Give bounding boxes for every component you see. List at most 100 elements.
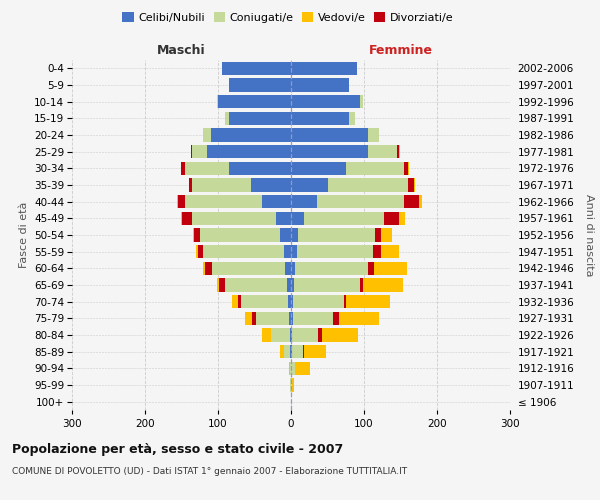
Text: Popolazione per età, sesso e stato civile - 2007: Popolazione per età, sesso e stato civil… xyxy=(12,442,343,456)
Bar xyxy=(368,145,397,158)
Bar xyxy=(399,212,405,225)
Bar xyxy=(205,262,212,275)
Bar xyxy=(291,162,346,175)
Bar xyxy=(291,312,293,325)
Bar xyxy=(177,195,178,208)
Bar xyxy=(368,262,374,275)
Bar xyxy=(322,328,358,342)
Text: COMUNE DI POVOLETTO (UD) - Dati ISTAT 1° gennaio 2007 - Elaborazione TUTTITALIA.: COMUNE DI POVOLETTO (UD) - Dati ISTAT 1°… xyxy=(12,468,407,476)
Bar xyxy=(285,262,291,275)
Bar xyxy=(181,212,182,225)
Bar xyxy=(212,262,285,275)
Bar xyxy=(381,228,392,241)
Bar xyxy=(373,245,381,258)
Bar xyxy=(291,178,328,192)
Bar xyxy=(217,278,220,291)
Bar xyxy=(291,362,295,375)
Bar xyxy=(193,212,277,225)
Bar xyxy=(182,212,193,225)
Bar xyxy=(226,278,287,291)
Bar xyxy=(280,228,291,241)
Bar xyxy=(291,345,292,358)
Bar xyxy=(226,112,229,125)
Bar xyxy=(344,295,346,308)
Bar xyxy=(404,195,419,208)
Bar xyxy=(262,328,271,342)
Bar xyxy=(346,295,390,308)
Bar xyxy=(238,295,241,308)
Bar xyxy=(291,78,349,92)
Y-axis label: Anni di nascita: Anni di nascita xyxy=(584,194,594,276)
Bar xyxy=(292,328,318,342)
Bar xyxy=(399,145,400,158)
Bar xyxy=(284,345,290,358)
Bar xyxy=(349,112,355,125)
Bar xyxy=(385,212,399,225)
Bar xyxy=(291,378,292,392)
Bar xyxy=(346,162,404,175)
Bar xyxy=(291,145,368,158)
Bar xyxy=(207,145,291,158)
Bar xyxy=(291,245,297,258)
Bar xyxy=(374,262,407,275)
Bar xyxy=(196,245,197,258)
Bar xyxy=(302,345,304,358)
Bar xyxy=(211,128,291,141)
Bar xyxy=(191,145,193,158)
Bar xyxy=(251,178,291,192)
Bar xyxy=(290,345,291,358)
Bar xyxy=(193,178,251,192)
Bar xyxy=(381,245,399,258)
Bar xyxy=(291,295,293,308)
Bar xyxy=(185,195,262,208)
Bar xyxy=(185,162,229,175)
Bar xyxy=(291,128,368,141)
Bar xyxy=(200,228,280,241)
Bar xyxy=(291,212,304,225)
Bar xyxy=(194,228,200,241)
Bar xyxy=(291,195,317,208)
Bar xyxy=(218,95,291,108)
Bar xyxy=(291,328,292,342)
Bar xyxy=(317,195,404,208)
Bar xyxy=(197,245,203,258)
Text: Maschi: Maschi xyxy=(157,44,206,57)
Bar xyxy=(419,195,422,208)
Bar xyxy=(271,328,290,342)
Bar xyxy=(289,312,291,325)
Bar xyxy=(277,212,291,225)
Bar xyxy=(293,312,334,325)
Bar xyxy=(229,162,291,175)
Bar xyxy=(284,245,291,258)
Bar xyxy=(363,278,403,291)
Bar xyxy=(178,195,185,208)
Bar xyxy=(359,278,363,291)
Bar xyxy=(291,278,294,291)
Bar xyxy=(304,345,326,358)
Bar xyxy=(217,95,218,108)
Bar xyxy=(295,262,368,275)
Bar xyxy=(287,278,291,291)
Bar xyxy=(193,145,207,158)
Bar xyxy=(304,212,385,225)
Bar xyxy=(245,312,253,325)
Bar xyxy=(397,145,399,158)
Bar xyxy=(229,78,291,92)
Bar xyxy=(291,95,361,108)
Bar xyxy=(288,295,291,308)
Bar xyxy=(298,228,375,241)
Bar xyxy=(262,195,291,208)
Bar xyxy=(334,312,339,325)
Bar xyxy=(292,378,294,392)
Bar xyxy=(404,162,408,175)
Bar xyxy=(189,178,193,192)
Bar xyxy=(328,178,408,192)
Bar xyxy=(291,262,295,275)
Bar xyxy=(291,228,298,241)
Bar xyxy=(339,312,379,325)
Bar xyxy=(294,278,359,291)
Bar xyxy=(408,162,409,175)
Bar xyxy=(291,62,356,75)
Bar xyxy=(229,112,291,125)
Bar xyxy=(290,362,291,375)
